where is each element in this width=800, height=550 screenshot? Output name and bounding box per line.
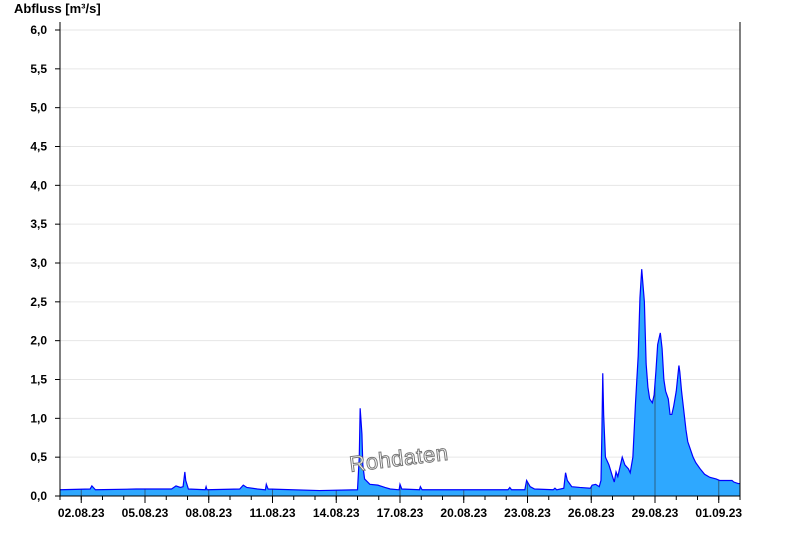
x-tick-label: 23.08.23 — [504, 506, 551, 520]
x-tick-label: 14.08.23 — [313, 506, 360, 520]
y-tick-label: 4,0 — [30, 178, 47, 192]
y-tick-label: 5,5 — [30, 62, 47, 76]
x-tick-label: 26.08.23 — [568, 506, 615, 520]
y-tick-label: 0,0 — [30, 489, 47, 503]
y-tick-label: 3,5 — [30, 217, 47, 231]
discharge-area — [60, 269, 740, 496]
y-tick-label: 3,0 — [30, 256, 47, 270]
x-tick-label: 17.08.23 — [377, 506, 424, 520]
y-tick-label: 2,5 — [30, 295, 47, 309]
discharge-line — [59, 269, 740, 492]
x-tick-label: 20.08.23 — [440, 506, 487, 520]
y-tick-label: 5,0 — [30, 101, 47, 115]
x-tick-label: 08.08.23 — [185, 506, 232, 520]
x-tick-label: 01.09.23 — [695, 506, 742, 520]
x-tick-label: 02.08.23 — [58, 506, 105, 520]
y-axis-label: Abfluss [m³/s] — [14, 1, 101, 16]
y-tick-label: 6,0 — [30, 23, 47, 37]
x-tick-label: 29.08.23 — [632, 506, 679, 520]
y-tick-label: 0,5 — [30, 450, 47, 464]
y-tick-label: 1,0 — [30, 411, 47, 425]
x-tick-label: 11.08.23 — [249, 506, 295, 520]
y-tick-label: 1,5 — [30, 373, 47, 387]
y-tick-label: 2,0 — [30, 334, 47, 348]
x-tick-label: 05.08.23 — [122, 506, 169, 520]
y-tick-label: 4,5 — [30, 140, 47, 154]
